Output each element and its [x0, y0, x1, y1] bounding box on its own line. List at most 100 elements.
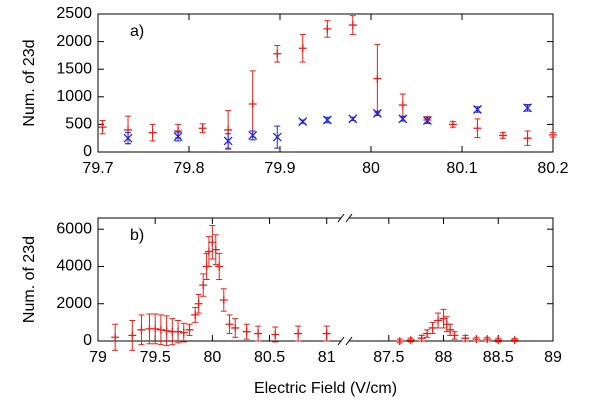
y-tick-label: 1000 — [56, 88, 92, 105]
data-point — [199, 281, 208, 290]
data-point — [273, 49, 282, 58]
data-point — [231, 323, 240, 332]
data-point — [473, 124, 482, 133]
plot-frame — [97, 13, 554, 153]
data-point — [208, 238, 217, 247]
data-point — [148, 128, 157, 137]
data-point — [439, 314, 448, 323]
data-point — [298, 117, 308, 127]
data-point — [225, 320, 234, 329]
data-point — [272, 132, 282, 142]
data-point — [248, 130, 258, 140]
panel-label: b) — [130, 227, 144, 244]
x-tick-label: 88 — [435, 349, 453, 366]
data-point — [323, 24, 332, 33]
data-point — [398, 101, 407, 110]
data-point — [417, 334, 426, 343]
data-point — [194, 299, 203, 308]
data-point — [219, 296, 228, 304]
x-tick-label: 80.1 — [446, 160, 477, 177]
data-point — [173, 132, 183, 142]
data-point — [434, 316, 443, 325]
data-point — [224, 125, 233, 134]
y-tick-label: 1500 — [56, 60, 92, 77]
x-tick-label: 80.5 — [254, 349, 285, 366]
data-point — [473, 105, 482, 114]
axis-break — [345, 336, 353, 346]
data-point — [179, 328, 188, 337]
y-tick-label: 6000 — [56, 220, 92, 237]
data-point — [322, 115, 332, 125]
data-point — [162, 326, 171, 335]
axis-break — [337, 336, 345, 346]
data-point — [156, 325, 165, 334]
data-point — [204, 247, 213, 256]
data-point — [111, 333, 120, 342]
x-tick-label: 89 — [544, 349, 562, 366]
data-point — [372, 108, 382, 118]
data-point — [549, 130, 557, 139]
data-point — [191, 310, 200, 319]
axis-break-gap — [341, 215, 349, 221]
data-point — [123, 133, 133, 143]
data-point — [398, 114, 408, 124]
data-point — [472, 335, 481, 344]
x-tick-label: 80 — [203, 349, 221, 366]
data-point — [185, 325, 194, 334]
data-point — [446, 325, 455, 334]
y-tick-label: 0 — [83, 332, 92, 349]
x-tick-label: 79.8 — [173, 160, 204, 177]
data-point — [248, 99, 257, 108]
x-axis-label: Electric Field (V/cm) — [254, 380, 397, 397]
x-tick-label: 79.7 — [82, 160, 113, 177]
y-tick-label: 2000 — [56, 33, 92, 50]
axis-break — [337, 213, 345, 223]
data-point — [523, 134, 532, 143]
axis-break-gap — [341, 338, 349, 344]
axis-break — [345, 213, 353, 223]
data-point — [211, 245, 220, 254]
data-point — [422, 116, 432, 125]
data-point — [498, 131, 507, 140]
data-point — [373, 74, 382, 83]
data-point — [348, 21, 357, 30]
data-point — [523, 103, 532, 113]
y-tick-label: 2500 — [56, 5, 92, 22]
data-point — [137, 325, 146, 334]
x-tick-label: 87.5 — [373, 349, 404, 366]
y-tick-label: 500 — [65, 116, 92, 133]
data-point — [406, 336, 415, 345]
data-point — [254, 329, 263, 338]
x-tick-label: 79.9 — [264, 160, 295, 177]
data-point — [151, 324, 160, 333]
x-tick-label: 79 — [89, 349, 107, 366]
data-point — [448, 120, 457, 129]
panel-label: a) — [130, 23, 144, 40]
y-tick-label: 4000 — [56, 258, 92, 275]
data-point — [128, 331, 137, 340]
data-point — [271, 330, 280, 339]
data-point — [395, 337, 404, 345]
data-point — [174, 327, 183, 336]
data-point — [510, 336, 519, 345]
data-point — [450, 331, 459, 340]
x-tick-label: 79.5 — [140, 349, 171, 366]
data-point — [215, 262, 224, 271]
data-point — [98, 123, 107, 132]
data-point — [223, 136, 233, 146]
x-tick-label: 80.2 — [537, 160, 568, 177]
data-point — [483, 335, 492, 344]
y-axis-label: Num. of 23d — [21, 39, 38, 126]
y-tick-label: 2000 — [56, 295, 92, 312]
data-point — [348, 114, 358, 124]
data-point — [294, 329, 303, 338]
data-point — [322, 329, 331, 338]
data-point — [494, 336, 503, 345]
data-point — [198, 124, 207, 133]
y-axis-label: Num. of 23d — [21, 236, 38, 323]
data-point — [298, 44, 307, 53]
data-point — [242, 327, 251, 336]
x-tick-label: 80 — [362, 160, 380, 177]
x-tick-label: 81 — [318, 349, 336, 366]
